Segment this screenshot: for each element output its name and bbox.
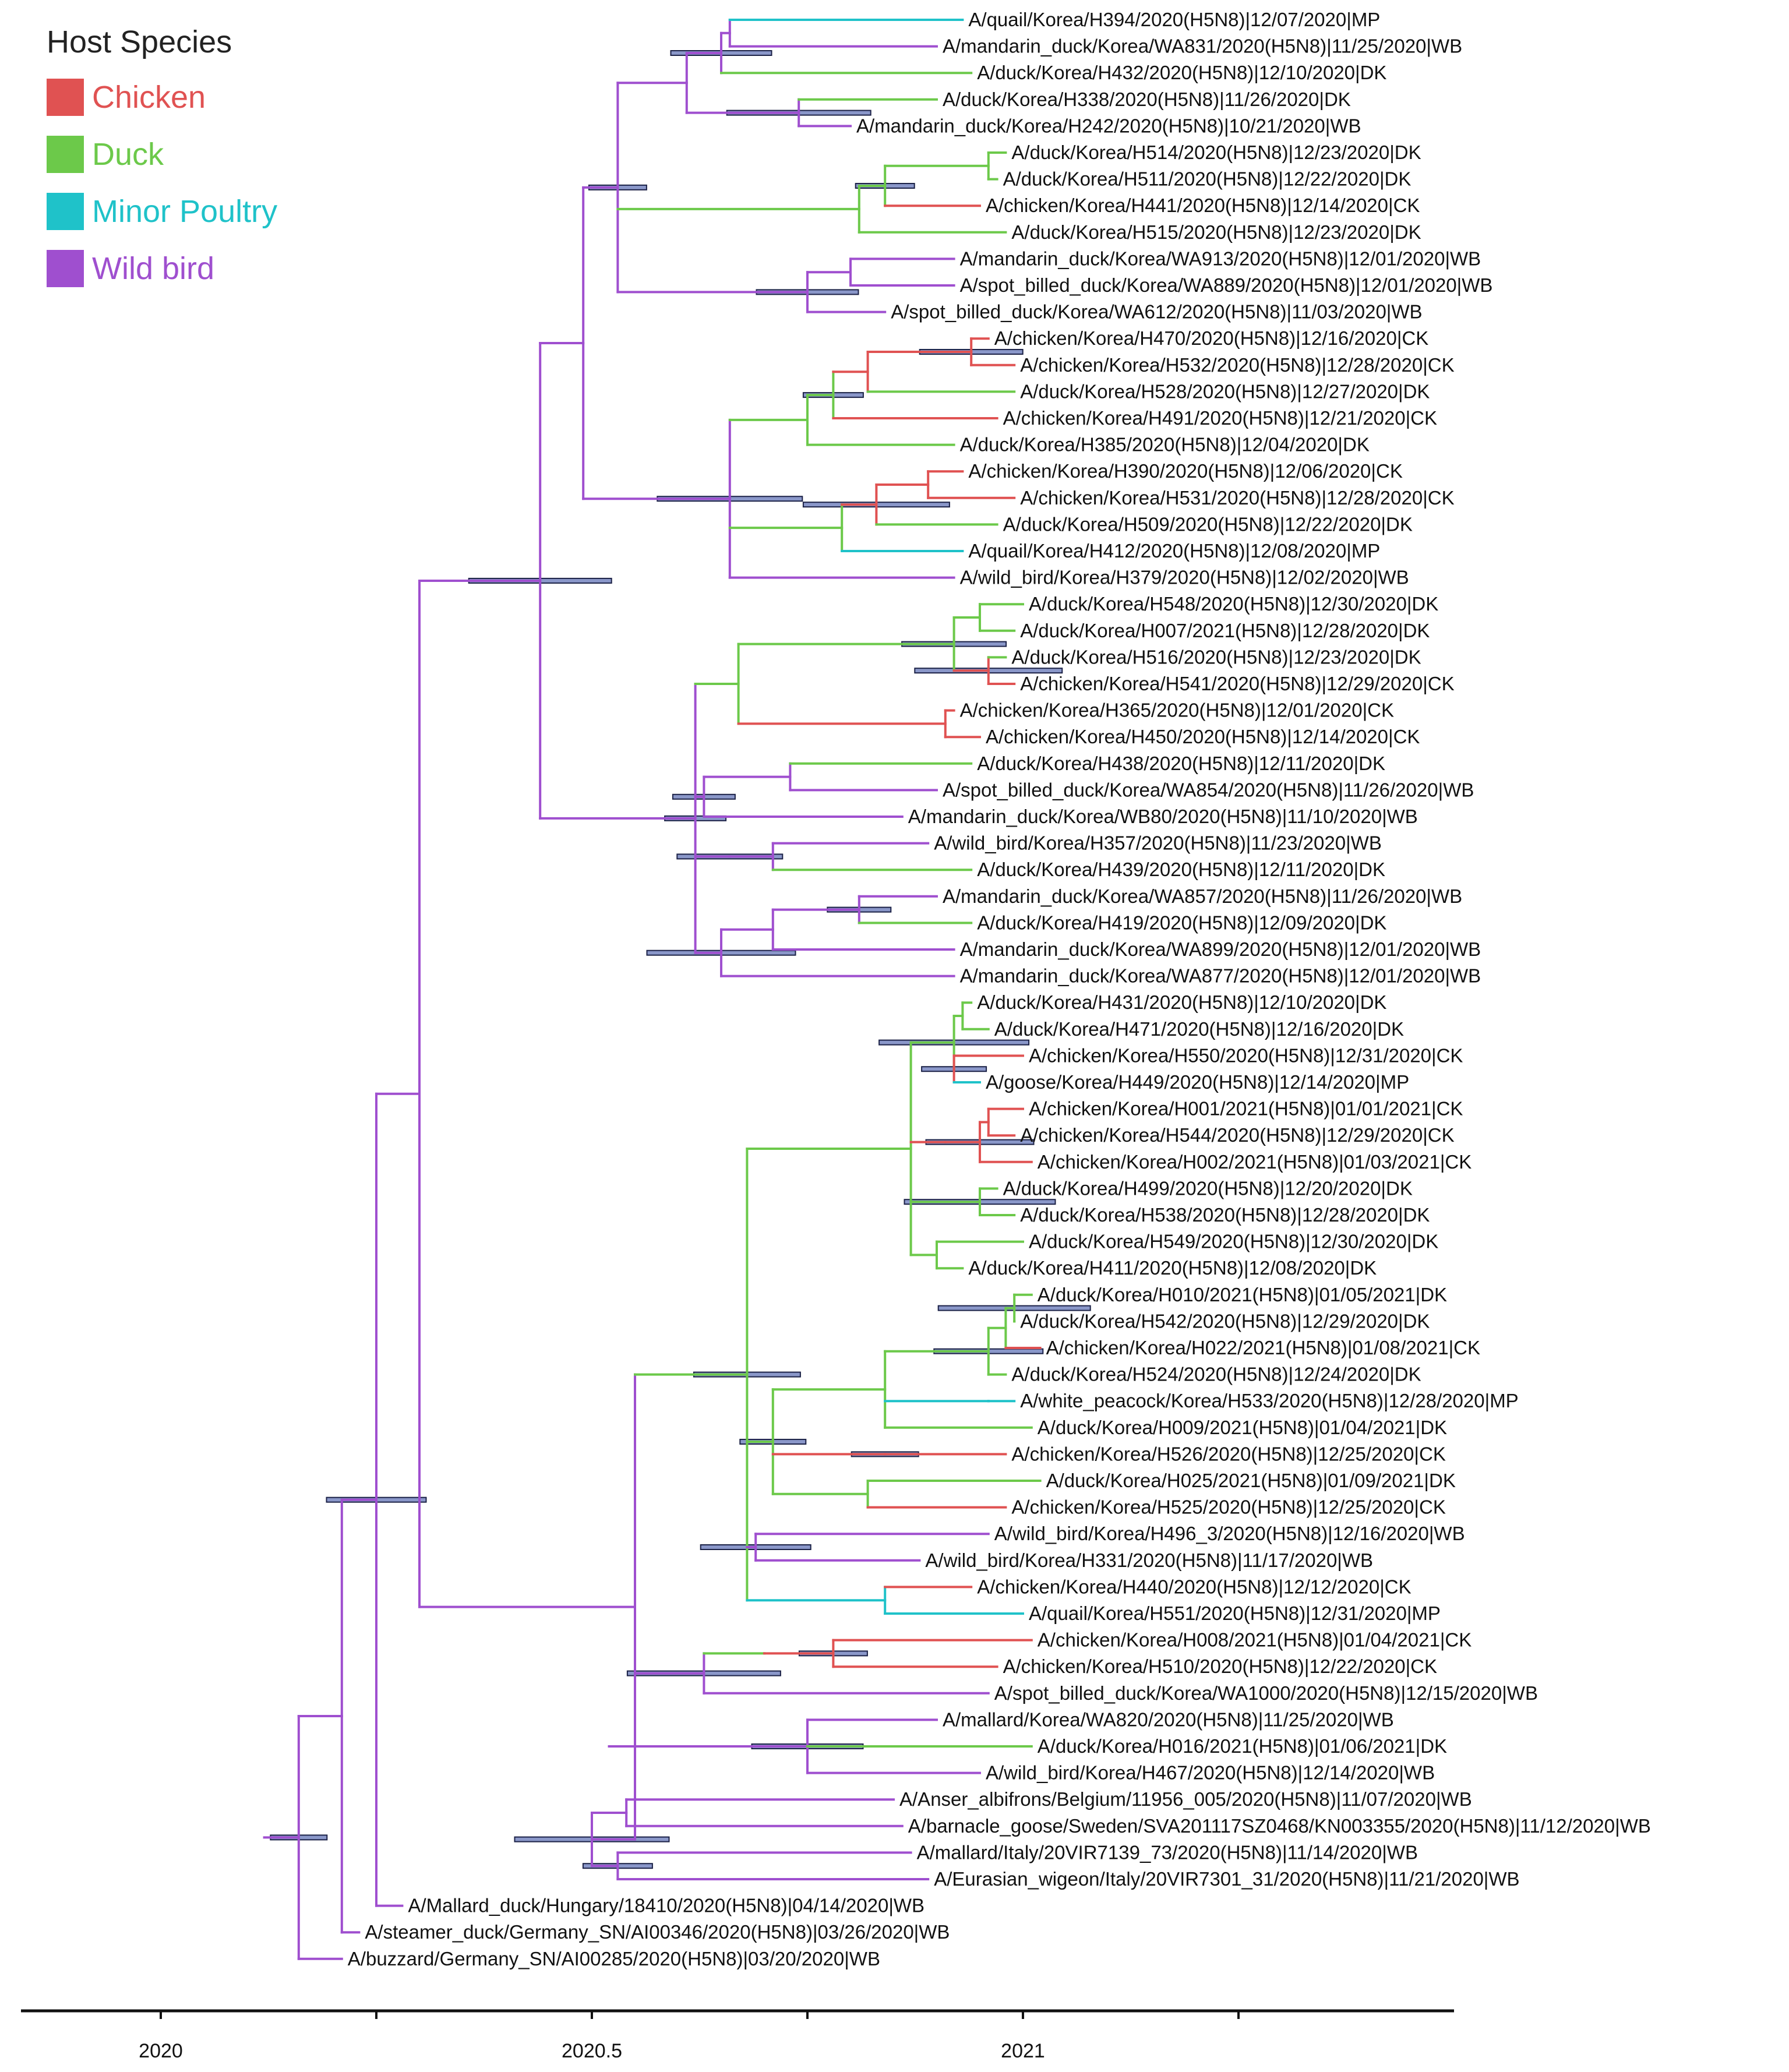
tip-label: A/chicken/Korea/H022/2021(H5N8)|01/08/20… [1046,1337,1480,1358]
tip-label: A/quail/Korea/H551/2020(H5N8)|12/31/2020… [1029,1602,1441,1624]
tip-label: A/chicken/Korea/H491/2020(H5N8)|12/21/20… [1003,407,1437,429]
tip-label: A/buzzard/Germany_SN/AI00285/2020(H5N8)|… [348,1948,880,1969]
tip-label: A/spot_billed_duck/Korea/WA612/2020(H5N8… [891,301,1422,323]
tip-label: A/duck/Korea/H007/2021(H5N8)|12/28/2020|… [1020,620,1430,641]
tip-label: A/mandarin_duck/Korea/WB80/2020(H5N8)|11… [908,806,1418,827]
tip-label: A/duck/Korea/H542/2020(H5N8)|12/29/2020|… [1020,1310,1430,1332]
tip-label: A/mandarin_duck/Korea/WA831/2020(H5N8)|1… [943,36,1462,57]
tip-label: A/goose/Korea/H449/2020(H5N8)|12/14/2020… [986,1071,1409,1093]
tip-label: A/quail/Korea/H394/2020(H5N8)|12/07/2020… [968,9,1380,30]
tip-label: A/chicken/Korea/H008/2021(H5N8)|01/04/20… [1038,1629,1472,1651]
tip-label: A/quail/Korea/H412/2020(H5N8)|12/08/2020… [968,540,1380,562]
tip-label: A/Eurasian_wigeon/Italy/20VIR7301_31/202… [934,1868,1519,1890]
tip-label: A/duck/Korea/H516/2020(H5N8)|12/23/2020|… [1011,646,1421,668]
tip-label: A/chicken/Korea/H450/2020(H5N8)|12/14/20… [986,726,1420,747]
tip-label: A/duck/Korea/H009/2021(H5N8)|01/04/2021|… [1038,1417,1447,1438]
tip-label: A/chicken/Korea/H470/2020(H5N8)|12/16/20… [994,327,1428,349]
tip-label: A/wild_bird/Korea/H496_3/2020(H5N8)|12/1… [994,1523,1465,1544]
tip-label: A/chicken/Korea/H544/2020(H5N8)|12/29/20… [1020,1124,1454,1146]
tip-label: A/mallard/Korea/WA820/2020(H5N8)|11/25/2… [943,1709,1394,1730]
time-axis: 2020 2020.5 2021 [21,2009,1454,2062]
legend-swatch-wild-bird [47,250,84,287]
tip-label: A/duck/Korea/H431/2020(H5N8)|12/10/2020|… [977,991,1386,1013]
host-species-legend: Host Species Chicken Duck Minor Poultry … [47,24,277,287]
legend-swatch-chicken [47,79,84,116]
tip-label: A/mandarin_duck/Korea/WA857/2020(H5N8)|1… [943,885,1462,907]
tip-label: A/wild_bird/Korea/H357/2020(H5N8)|11/23/… [934,832,1382,854]
tip-label: A/mandarin_duck/Korea/WA913/2020(H5N8)|1… [960,248,1481,269]
tip-label: A/duck/Korea/H432/2020(H5N8)|12/10/2020|… [977,62,1386,83]
tip-label: A/duck/Korea/H438/2020(H5N8)|12/11/2020|… [977,753,1385,774]
legend-title: Host Species [47,24,232,59]
tip-label: A/spot_billed_duck/Korea/WA1000/2020(H5N… [994,1682,1538,1704]
legend-label-chicken: Chicken [92,80,206,115]
tip-label: A/duck/Korea/H025/2021(H5N8)|01/09/2021|… [1046,1470,1456,1491]
tip-label: A/duck/Korea/H509/2020(H5N8)|12/22/2020|… [1003,513,1413,535]
tip-label: A/wild_bird/Korea/H331/2020(H5N8)|11/17/… [925,1549,1373,1571]
tip-label: A/mallard/Italy/20VIR7139_73/2020(H5N8)|… [917,1841,1418,1863]
axis-tick-label: 2020.5 [562,2040,622,2062]
tip-label: A/chicken/Korea/H550/2020(H5N8)|12/31/20… [1029,1044,1463,1066]
tip-label: A/duck/Korea/H514/2020(H5N8)|12/23/2020|… [1011,142,1421,163]
tip-label: A/chicken/Korea/H531/2020(H5N8)|12/28/20… [1020,487,1454,509]
tree-branches [263,19,1042,1960]
tip-labels: A/quail/Korea/H394/2020(H5N8)|12/07/2020… [348,9,1651,1969]
tip-label: A/wild_bird/Korea/H379/2020(H5N8)|12/02/… [960,567,1409,588]
legend-swatch-minor-poultry [47,193,84,230]
tip-label: A/duck/Korea/H524/2020(H5N8)|12/24/2020|… [1011,1364,1421,1385]
tip-label: A/duck/Korea/H549/2020(H5N8)|12/30/2020|… [1029,1231,1438,1252]
legend-swatch-duck [47,136,84,173]
tip-label: A/mandarin_duck/Korea/WA899/2020(H5N8)|1… [960,938,1481,960]
tip-label: A/mandarin_duck/Korea/WA877/2020(H5N8)|1… [960,965,1481,987]
tip-label: A/duck/Korea/H471/2020(H5N8)|12/16/2020|… [994,1018,1404,1040]
tip-label: A/duck/Korea/H439/2020(H5N8)|12/11/2020|… [977,859,1385,880]
tip-label: A/chicken/Korea/H390/2020(H5N8)|12/06/20… [968,460,1402,482]
tip-label: A/duck/Korea/H548/2020(H5N8)|12/30/2020|… [1029,593,1438,615]
tip-label: A/chicken/Korea/H541/2020(H5N8)|12/29/20… [1020,673,1454,694]
tip-label: A/chicken/Korea/H510/2020(H5N8)|12/22/20… [1003,1656,1437,1677]
tip-label: A/duck/Korea/H411/2020(H5N8)|12/08/2020|… [968,1257,1377,1279]
tip-label: A/barnacle_goose/Sweden/SVA201117SZ0468/… [908,1815,1651,1837]
tip-label: A/wild_bird/Korea/H467/2020(H5N8)|12/14/… [986,1762,1435,1784]
legend-label-minor-poultry: Minor Poultry [92,194,277,229]
tip-label: A/chicken/Korea/H532/2020(H5N8)|12/28/20… [1020,354,1454,376]
tip-label: A/duck/Korea/H419/2020(H5N8)|12/09/2020|… [977,912,1386,933]
tip-label: A/duck/Korea/H499/2020(H5N8)|12/20/2020|… [1003,1177,1413,1199]
tip-label: A/chicken/Korea/H001/2021(H5N8)|01/01/20… [1029,1098,1463,1120]
tip-label: A/duck/Korea/H538/2020(H5N8)|12/28/2020|… [1020,1204,1430,1226]
tip-label: A/duck/Korea/H338/2020(H5N8)|11/26/2020|… [943,89,1351,110]
tip-label: A/duck/Korea/H385/2020(H5N8)|12/04/2020|… [960,434,1370,456]
tip-label: A/chicken/Korea/H526/2020(H5N8)|12/25/20… [1011,1443,1445,1464]
tip-label: A/chicken/Korea/H441/2020(H5N8)|12/14/20… [986,195,1420,216]
tip-label: A/chicken/Korea/H002/2021(H5N8)|01/03/20… [1038,1151,1472,1173]
tip-label: A/spot_billed_duck/Korea/WA889/2020(H5N8… [960,274,1493,296]
legend-label-duck: Duck [92,137,164,172]
tip-label: A/duck/Korea/H515/2020(H5N8)|12/23/2020|… [1011,221,1421,243]
tip-label: A/chicken/Korea/H525/2020(H5N8)|12/25/20… [1011,1496,1445,1518]
tip-label: A/duck/Korea/H010/2021(H5N8)|01/05/2021|… [1038,1284,1447,1305]
tip-label: A/chicken/Korea/H365/2020(H5N8)|12/01/20… [960,700,1394,721]
tip-label: A/Anser_albifrons/Belgium/11956_005/2020… [899,1788,1472,1810]
tip-label: A/white_peacock/Korea/H533/2020(H5N8)|12… [1020,1390,1519,1411]
tip-label: A/duck/Korea/H016/2021(H5N8)|01/06/2021|… [1038,1735,1447,1757]
tip-label: A/duck/Korea/H511/2020(H5N8)|12/22/2020|… [1003,168,1412,190]
tip-label: A/chicken/Korea/H440/2020(H5N8)|12/12/20… [977,1576,1411,1597]
tip-label: A/spot_billed_duck/Korea/WA854/2020(H5N8… [943,779,1474,800]
tip-label: A/mandarin_duck/Korea/H242/2020(H5N8)|10… [856,115,1361,136]
tip-label: A/duck/Korea/H528/2020(H5N8)|12/27/2020|… [1020,380,1430,402]
legend-label-wild-bird: Wild bird [92,251,214,286]
tip-label: A/Mallard_duck/Hungary/18410/2020(H5N8)|… [408,1895,925,1916]
axis-tick-label: 2020 [139,2040,183,2062]
axis-tick-label: 2021 [1001,2040,1045,2062]
tip-label: A/steamer_duck/Germany_SN/AI00346/2020(H… [365,1921,950,1943]
